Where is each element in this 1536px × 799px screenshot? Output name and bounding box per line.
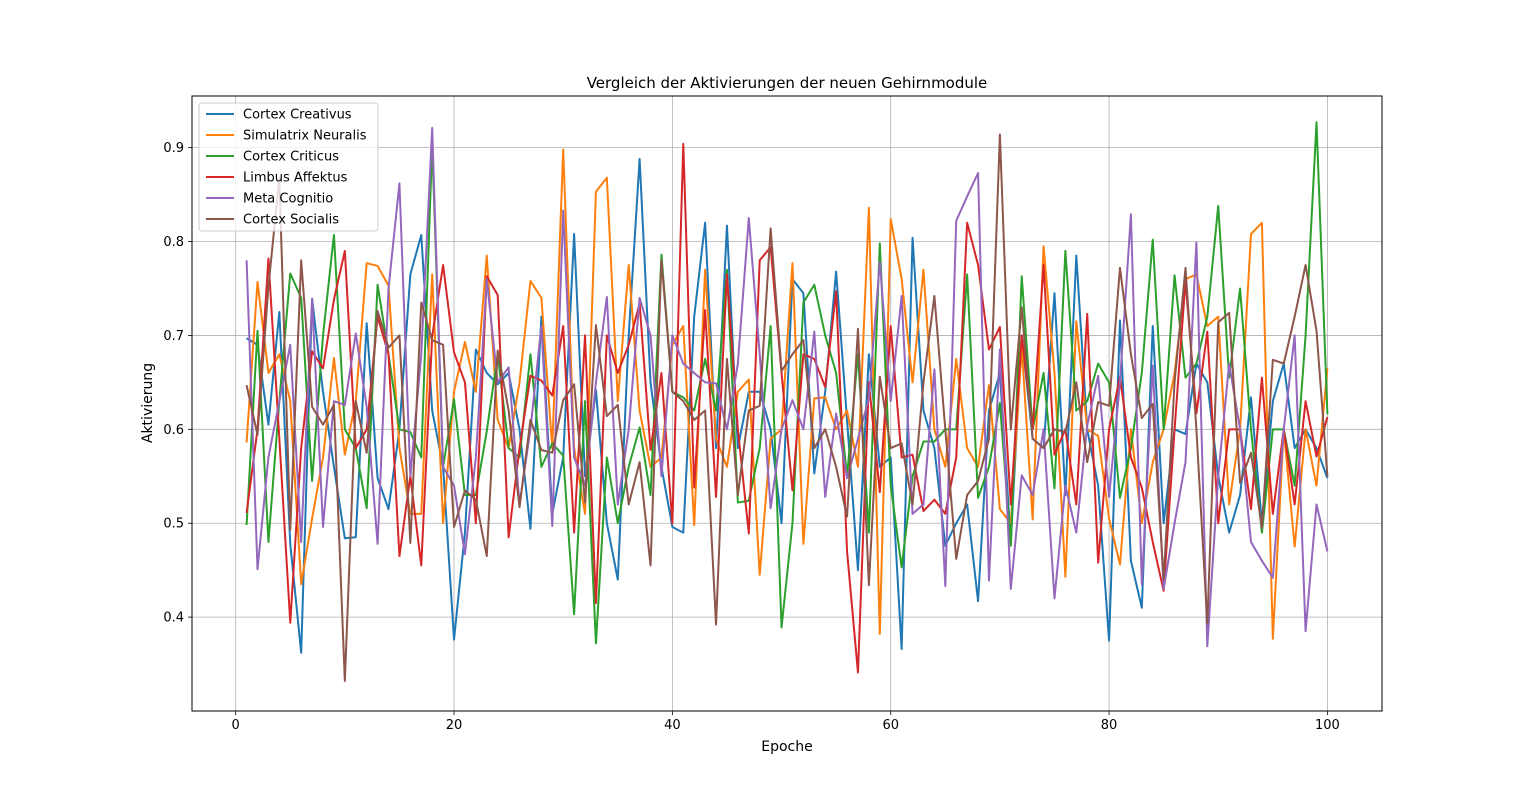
x-tick-label: 40 (664, 718, 681, 733)
x-axis-title: Epoche (761, 739, 812, 755)
y-tick-label: 0.8 (163, 235, 184, 250)
series-line-cortex-socialis (245, 133, 1329, 682)
series-lines (245, 121, 1329, 682)
series-line-meta-cognitio (245, 126, 1329, 648)
x-tick-label: 20 (446, 718, 463, 733)
legend-label-limbus-affektus: Limbus Affektus (243, 171, 348, 186)
legend-label-cortex-socialis: Cortex Socialis (243, 213, 339, 228)
axis-ticks: 0 20 40 60 80 100 0.4 0.5 0.6 0.7 0.8 0.9 (163, 141, 1340, 733)
series-line-cortex-criticus (245, 121, 1329, 645)
legend-label-simulatrix-neuralis: Simulatrix Neuralis (243, 129, 367, 144)
plot-frame (191, 95, 1383, 712)
y-tick-label: 0.5 (163, 517, 184, 532)
legend-label-cortex-creativus: Cortex Creativus (243, 108, 352, 123)
x-tick-label: 60 (882, 718, 899, 733)
y-tick-label: 0.6 (163, 423, 184, 438)
legend-label-cortex-criticus: Cortex Criticus (243, 150, 339, 165)
y-tick-label: 0.4 (163, 611, 184, 626)
x-tick-label: 100 (1315, 718, 1340, 733)
x-tick-label: 0 (232, 718, 240, 733)
legend: Cortex Creativus Simulatrix Neuralis Corte… (198, 102, 379, 232)
chart-title: Vergleich der Aktivierungen der neuen Ge… (587, 74, 988, 92)
y-tick-label: 0.9 (163, 141, 184, 156)
y-axis-title: Aktivierung (140, 363, 156, 443)
series-line-limbus-affektus (245, 142, 1329, 674)
legend-label-meta-cognitio: Meta Cognitio (243, 192, 333, 207)
gridlines (192, 96, 1382, 711)
y-tick-label: 0.7 (163, 329, 184, 344)
x-tick-label: 80 (1101, 718, 1118, 733)
legend-box (198, 102, 379, 232)
